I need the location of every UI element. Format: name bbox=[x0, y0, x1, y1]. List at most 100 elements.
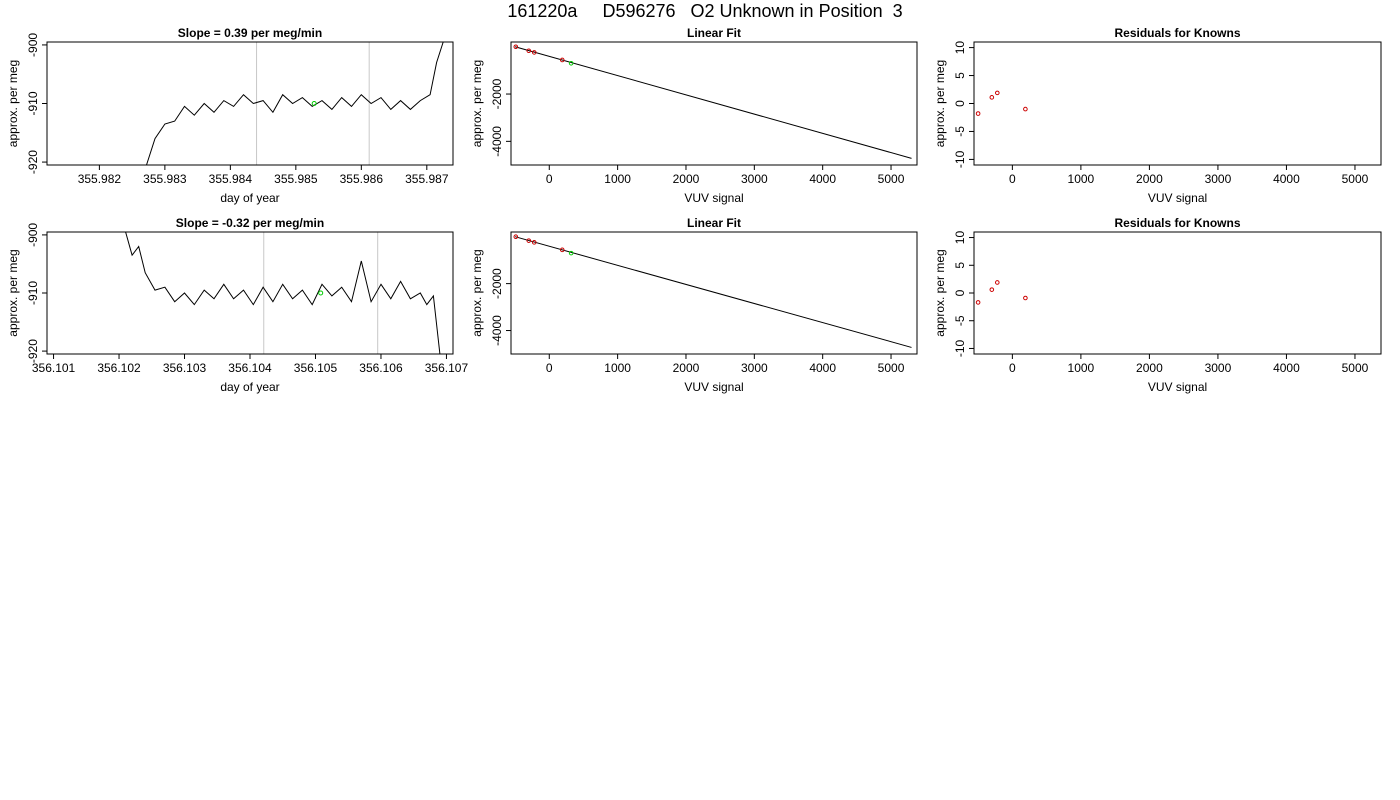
x-tick-label: 2000 bbox=[1136, 361, 1163, 375]
x-tick-label: 0 bbox=[546, 361, 553, 375]
panel-4: Slope = -0.32 per meg/min 356.101 356.102 3… bbox=[6, 216, 468, 394]
y-tick-label: -2000 bbox=[490, 268, 504, 299]
panel-2: Linear Fit 0 1000 2000 3000 4000 5000 -4000 -200… bbox=[470, 26, 918, 205]
y-tick-label: 10 bbox=[953, 41, 967, 55]
series-line bbox=[125, 232, 441, 354]
series-line bbox=[146, 42, 444, 165]
y-tick-label: -4000 bbox=[490, 126, 504, 157]
panel-1: Slope = 0.39 per meg/min 355.982 355.983 35… bbox=[6, 26, 454, 205]
y-tick-label: -900 bbox=[26, 33, 40, 57]
known-point bbox=[559, 57, 565, 63]
x-tick-label: 356.103 bbox=[163, 361, 207, 375]
x-tick-label: 4000 bbox=[1273, 172, 1300, 186]
x-tick-label: 4000 bbox=[809, 361, 836, 375]
panel-title: Residuals for Knowns bbox=[1114, 216, 1240, 230]
highlight-point bbox=[318, 290, 324, 296]
y-tick-label: 5 bbox=[953, 72, 967, 79]
x-tick-label: 3000 bbox=[1205, 361, 1232, 375]
x-tick-label: 0 bbox=[546, 172, 553, 186]
y-tick-label: -5 bbox=[953, 315, 967, 326]
x-tick-label: 356.105 bbox=[294, 361, 338, 375]
plot-area bbox=[975, 280, 1028, 305]
x-tick-label: 356.104 bbox=[228, 361, 272, 375]
y-tick-label: -4000 bbox=[490, 315, 504, 346]
known-point bbox=[526, 48, 532, 54]
panel-3: Residuals for Knowns 0 1000 2000 3000 4000 500… bbox=[933, 26, 1382, 205]
x-tick-label: 1000 bbox=[1068, 361, 1095, 375]
panel-title: Slope = 0.39 per meg/min bbox=[178, 26, 322, 40]
x-tick-label: 355.982 bbox=[78, 172, 122, 186]
x-tick-label: 2000 bbox=[673, 361, 700, 375]
plot-area bbox=[513, 44, 912, 159]
y-axis-label: approx. per meg bbox=[6, 60, 20, 147]
x-axis-label: VUV signal bbox=[684, 380, 743, 394]
known-point bbox=[513, 44, 519, 50]
y-tick-label: -10 bbox=[953, 339, 967, 357]
y-axis-label: approx. per meg bbox=[933, 249, 947, 336]
fit-line bbox=[514, 46, 912, 159]
y-tick-label: -910 bbox=[26, 281, 40, 305]
y-tick-label: -900 bbox=[26, 223, 40, 247]
x-tick-label: 5000 bbox=[878, 361, 905, 375]
known-point bbox=[994, 280, 1000, 285]
x-tick-label: 4000 bbox=[809, 172, 836, 186]
plot-frame bbox=[46, 41, 454, 166]
panel-6: Residuals for Knowns 0 1000 2000 3000 4000 500… bbox=[933, 216, 1382, 394]
x-tick-label: 5000 bbox=[1342, 172, 1369, 186]
known-point bbox=[989, 95, 995, 100]
x-tick-label: 356.101 bbox=[32, 361, 76, 375]
highlight-point bbox=[311, 101, 317, 106]
x-tick-label: 3000 bbox=[1205, 172, 1232, 186]
x-tick-label: 355.985 bbox=[274, 172, 318, 186]
x-axis-label: day of year bbox=[220, 380, 279, 394]
plot-frame bbox=[973, 231, 1382, 355]
y-tick-label: -2000 bbox=[490, 78, 504, 109]
x-tick-label: 355.984 bbox=[209, 172, 253, 186]
x-tick-label: 3000 bbox=[741, 172, 768, 186]
known-point bbox=[559, 247, 565, 253]
y-tick-label: 10 bbox=[953, 231, 967, 245]
y-tick-label: 0 bbox=[953, 100, 967, 107]
x-tick-label: 356.106 bbox=[359, 361, 403, 375]
panel-title: Slope = -0.32 per meg/min bbox=[176, 216, 324, 230]
known-point bbox=[526, 238, 532, 243]
known-point bbox=[513, 234, 519, 240]
figure-title: 161220a D596276 O2 Unknown in Position 3 bbox=[507, 1, 903, 21]
known-point bbox=[994, 90, 1000, 96]
x-axis-label: day of year bbox=[220, 191, 279, 205]
unknown-point bbox=[568, 250, 574, 256]
plot-frame bbox=[510, 231, 918, 355]
plot-frame bbox=[973, 41, 1382, 166]
x-axis-label: VUV signal bbox=[1148, 380, 1207, 394]
x-tick-label: 355.987 bbox=[405, 172, 449, 186]
y-axis-label: approx. per meg bbox=[470, 60, 484, 147]
known-point bbox=[1023, 106, 1028, 112]
known-point bbox=[531, 50, 537, 55]
plot-frame bbox=[46, 231, 454, 355]
y-tick-label: -10 bbox=[953, 150, 967, 168]
y-axis-label: approx. per meg bbox=[470, 249, 484, 336]
y-axis-label: approx. per meg bbox=[6, 249, 20, 336]
panel-title: Linear Fit bbox=[687, 26, 741, 40]
x-tick-label: 1000 bbox=[604, 172, 631, 186]
y-tick-label: -920 bbox=[26, 150, 40, 174]
known-point bbox=[1023, 295, 1028, 301]
y-tick-label: 0 bbox=[953, 289, 967, 296]
x-tick-label: 0 bbox=[1009, 361, 1016, 375]
x-axis-label: VUV signal bbox=[1148, 191, 1207, 205]
plot-area bbox=[146, 42, 444, 165]
unknown-point bbox=[568, 60, 574, 66]
y-tick-label: -920 bbox=[26, 339, 40, 363]
x-tick-label: 355.983 bbox=[143, 172, 187, 186]
y-tick-label: -5 bbox=[953, 126, 967, 137]
plot-area bbox=[513, 234, 912, 348]
known-point bbox=[975, 111, 981, 116]
panel-title: Linear Fit bbox=[687, 216, 741, 230]
x-tick-label: 355.986 bbox=[340, 172, 384, 186]
x-tick-label: 0 bbox=[1009, 172, 1016, 186]
x-axis-label: VUV signal bbox=[684, 191, 743, 205]
panel-title: Residuals for Knowns bbox=[1114, 26, 1240, 40]
known-point bbox=[989, 287, 995, 292]
